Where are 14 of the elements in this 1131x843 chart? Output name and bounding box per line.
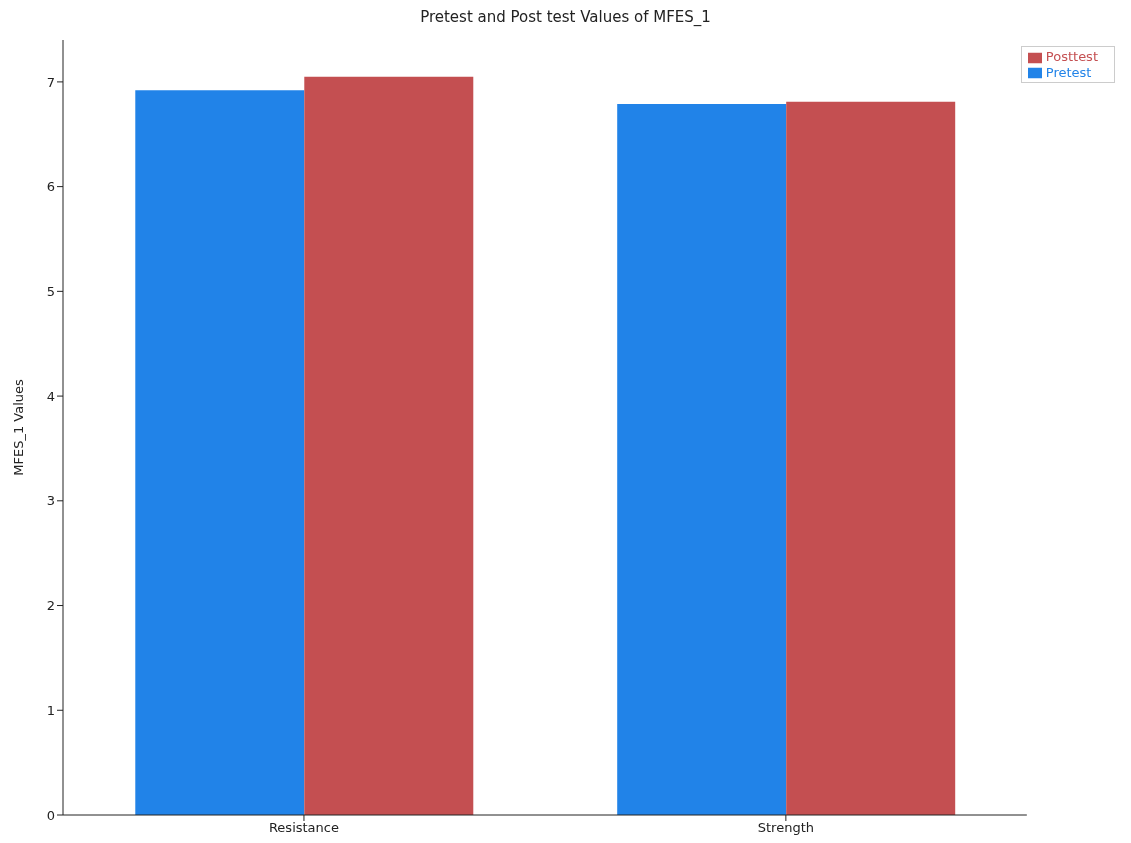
- x-tick-label: Strength: [757, 820, 814, 836]
- chart-title: Pretest and Post test Values of MFES_1: [419, 8, 712, 28]
- y-tick-label: 1: [46, 702, 55, 718]
- y-axis-title: MFES_1 Values: [10, 379, 26, 476]
- y-tick-label: 5: [46, 283, 55, 299]
- legend-label: Posttest: [1045, 49, 1098, 64]
- y-tick-label: 7: [46, 74, 55, 90]
- legend-label: Pretest: [1045, 64, 1092, 80]
- y-tick-label: 3: [46, 493, 55, 509]
- x-tick-label: Resistance: [268, 820, 339, 836]
- y-tick-label: 4: [46, 388, 55, 404]
- y-tick-label: 2: [46, 598, 55, 614]
- y-tick-label: 0: [46, 807, 55, 823]
- y-tick-label: 6: [46, 179, 55, 195]
